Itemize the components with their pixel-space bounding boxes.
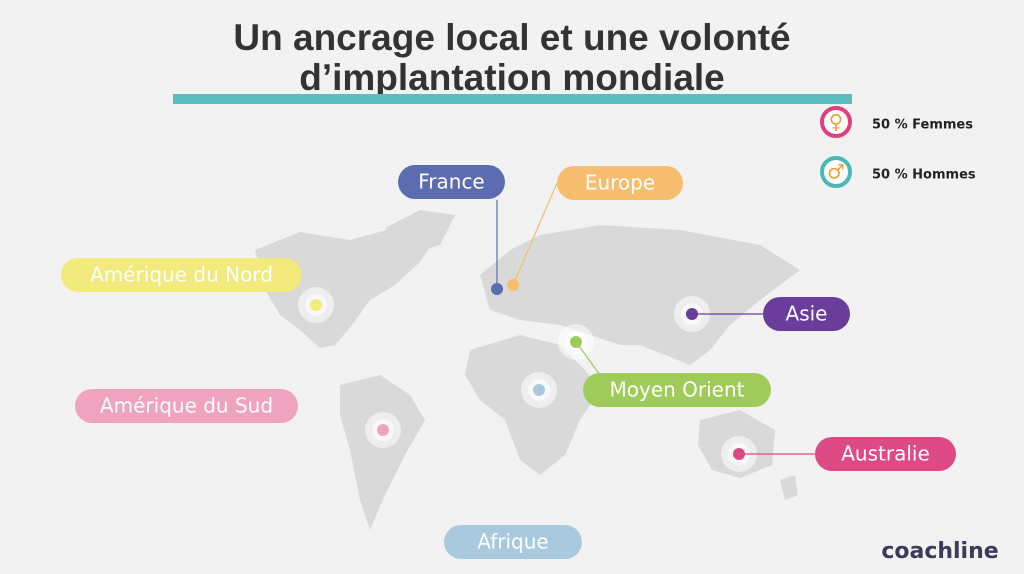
location-dot bbox=[533, 384, 545, 396]
location-dot bbox=[686, 308, 698, 320]
location-dot bbox=[377, 424, 389, 436]
region-label: France bbox=[418, 170, 485, 194]
location-dot bbox=[507, 279, 519, 291]
region-pill bbox=[763, 297, 850, 331]
legend-symbol: ♀ bbox=[829, 110, 844, 134]
legend-label: 50 % Femmes bbox=[872, 118, 973, 133]
region-label: Australie bbox=[841, 442, 930, 466]
region-label: Moyen Orient bbox=[609, 378, 744, 402]
region-pill bbox=[557, 166, 683, 200]
title: d’implantation mondiale bbox=[299, 57, 725, 98]
title-underline bbox=[173, 94, 852, 104]
region-pill bbox=[583, 373, 771, 407]
location-dot bbox=[733, 448, 745, 460]
location-dot bbox=[491, 283, 503, 295]
location-dot bbox=[570, 336, 582, 348]
legend-label: 50 % Hommes bbox=[872, 168, 976, 183]
connector bbox=[575, 341, 601, 376]
legend-ring bbox=[820, 156, 852, 188]
region-pill bbox=[75, 389, 298, 423]
logo: coachline bbox=[881, 539, 998, 564]
region-pill bbox=[61, 258, 302, 292]
legend-ring bbox=[820, 106, 852, 138]
region-label: Asie bbox=[786, 302, 828, 326]
location-dot bbox=[310, 299, 322, 311]
region-label: Amérique du Sud bbox=[100, 394, 273, 418]
region-pill bbox=[815, 437, 956, 471]
legend-symbol: ♂ bbox=[827, 160, 845, 184]
region-pill bbox=[398, 165, 505, 199]
connector bbox=[512, 182, 558, 286]
region-label: Europe bbox=[585, 171, 655, 195]
region-label: Afrique bbox=[477, 530, 548, 554]
region-pill bbox=[444, 525, 582, 559]
title: Un ancrage local et une volonté bbox=[233, 17, 790, 58]
region-label: Amérique du Nord bbox=[90, 263, 273, 287]
